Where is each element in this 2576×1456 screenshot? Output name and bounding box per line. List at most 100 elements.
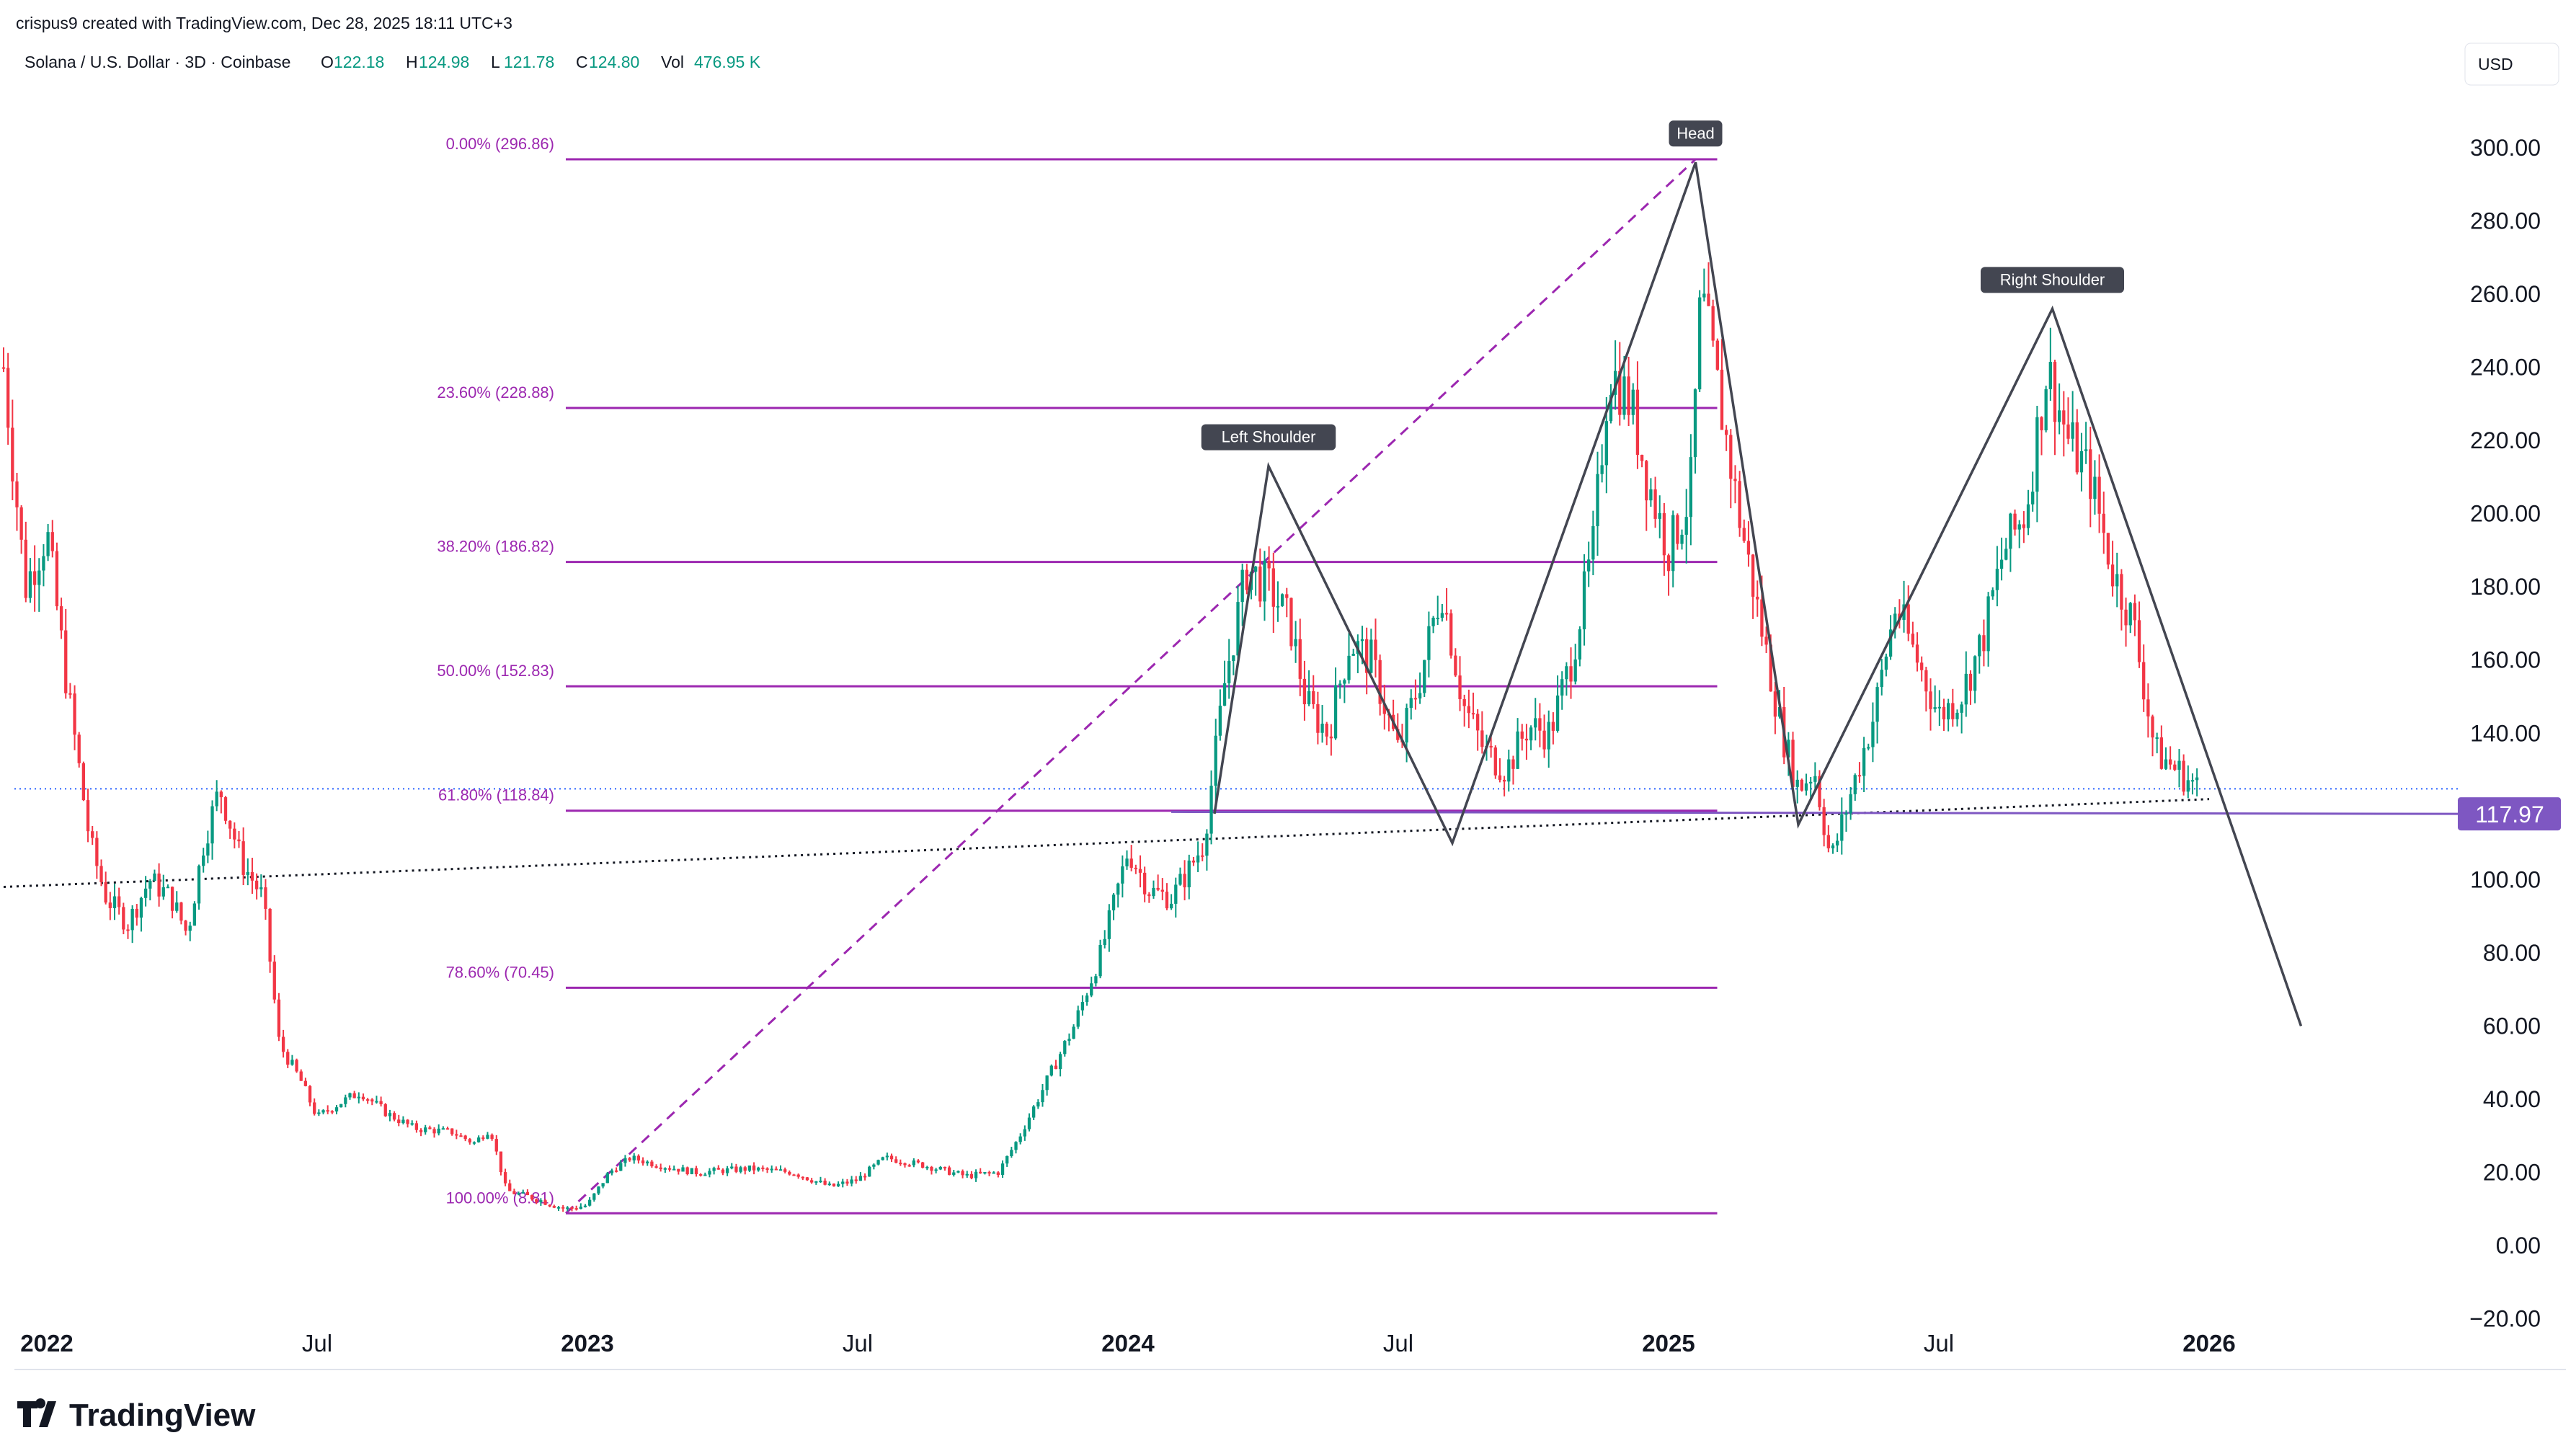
candle[interactable] [1826, 825, 1830, 853]
candle[interactable] [1263, 551, 1266, 621]
candle[interactable] [1209, 770, 1213, 845]
candle[interactable] [1436, 595, 1439, 626]
candle[interactable] [1689, 434, 1693, 546]
candle[interactable] [348, 1092, 352, 1100]
candle[interactable] [459, 1132, 463, 1137]
candle[interactable] [1036, 1099, 1040, 1109]
candle[interactable] [2048, 327, 2052, 401]
candle[interactable] [1520, 724, 1524, 751]
candle[interactable] [11, 399, 14, 500]
pattern-polyline[interactable] [1213, 161, 2303, 1026]
candle[interactable] [334, 1104, 339, 1114]
candle[interactable] [219, 790, 223, 814]
candle[interactable] [1440, 603, 1444, 622]
candle[interactable] [499, 1151, 503, 1176]
candle[interactable] [215, 780, 218, 812]
candle[interactable] [1280, 593, 1284, 607]
candle[interactable] [428, 1125, 432, 1129]
candle[interactable] [1609, 384, 1613, 424]
candle[interactable] [2102, 492, 2105, 554]
time-axis[interactable]: 2022 Jul 2023 Jul 2024 Jul 2025 Jul 2026 [20, 1330, 2235, 1357]
candle[interactable] [1711, 299, 1715, 347]
candle[interactable] [401, 1116, 405, 1124]
candle[interactable] [690, 1168, 693, 1175]
candle[interactable] [2173, 760, 2177, 771]
candle[interactable] [1960, 701, 1963, 734]
candle[interactable] [392, 1111, 396, 1122]
candle[interactable] [330, 1110, 334, 1114]
candle[interactable] [1316, 691, 1320, 745]
candle[interactable] [1027, 1113, 1031, 1132]
candle[interactable] [1756, 580, 1759, 617]
candle[interactable] [1072, 1024, 1075, 1039]
candle[interactable] [365, 1098, 370, 1104]
candle[interactable] [2177, 749, 2181, 788]
candle[interactable] [920, 1161, 925, 1169]
candle[interactable] [277, 993, 281, 1042]
candle[interactable] [1165, 883, 1169, 910]
candle[interactable] [210, 800, 214, 860]
candle[interactable] [1622, 355, 1626, 420]
candle[interactable] [1516, 718, 1519, 769]
candle[interactable] [801, 1176, 804, 1181]
candle[interactable] [237, 831, 241, 848]
candle[interactable] [1955, 709, 1959, 727]
candle[interactable] [1125, 850, 1129, 870]
candle[interactable] [241, 827, 245, 886]
candle[interactable] [1937, 690, 1941, 727]
candle[interactable] [832, 1183, 836, 1187]
candle[interactable] [1005, 1155, 1009, 1167]
candle[interactable] [574, 1205, 578, 1211]
candle[interactable] [1302, 660, 1307, 721]
candle[interactable] [1085, 993, 1089, 1006]
candle[interactable] [619, 1160, 623, 1171]
candle[interactable] [2062, 391, 2066, 457]
candle[interactable] [1449, 609, 1453, 659]
candle[interactable] [1103, 930, 1106, 949]
candle[interactable] [739, 1166, 742, 1173]
candle[interactable] [610, 1168, 614, 1176]
candle[interactable] [1045, 1075, 1049, 1096]
candle[interactable] [2190, 773, 2195, 795]
candle[interactable] [468, 1137, 471, 1145]
candle[interactable] [437, 1124, 440, 1136]
candle[interactable] [1351, 649, 1355, 657]
candle[interactable] [1111, 892, 1116, 920]
candle[interactable] [623, 1155, 627, 1167]
candle[interactable] [166, 884, 170, 889]
candle[interactable] [1964, 651, 1968, 717]
candle[interactable] [1684, 489, 1688, 564]
candle[interactable] [2182, 754, 2185, 796]
candle[interactable] [983, 1171, 987, 1175]
candle[interactable] [734, 1163, 738, 1173]
candle[interactable] [272, 955, 276, 1004]
candle[interactable] [903, 1162, 907, 1168]
candle[interactable] [1840, 797, 1844, 855]
candle[interactable] [987, 1171, 991, 1176]
candle[interactable] [383, 1103, 387, 1117]
candle[interactable] [1444, 587, 1449, 621]
candle[interactable] [86, 789, 90, 843]
candle[interactable] [1911, 621, 1915, 648]
candle[interactable] [930, 1166, 933, 1175]
candle[interactable] [1143, 866, 1147, 902]
candle[interactable] [925, 1166, 929, 1171]
candle[interactable] [1600, 444, 1604, 483]
candle[interactable] [1405, 703, 1408, 763]
candle[interactable] [503, 1168, 507, 1186]
candle[interactable] [424, 1124, 427, 1135]
candle[interactable] [556, 1205, 561, 1212]
tradingview-logo[interactable]: TradingView [17, 1398, 256, 1433]
candle[interactable] [1338, 680, 1342, 699]
candle[interactable] [1196, 841, 1200, 872]
candle[interactable] [379, 1096, 383, 1107]
candle[interactable] [725, 1166, 729, 1176]
candle[interactable] [1613, 340, 1617, 410]
candle[interactable] [512, 1189, 516, 1195]
candle[interactable] [1267, 546, 1271, 591]
candle[interactable] [1374, 618, 1377, 678]
candle[interactable] [1032, 1105, 1036, 1120]
candle[interactable] [1853, 773, 1857, 801]
candle[interactable] [1090, 976, 1093, 998]
candle[interactable] [228, 820, 232, 839]
